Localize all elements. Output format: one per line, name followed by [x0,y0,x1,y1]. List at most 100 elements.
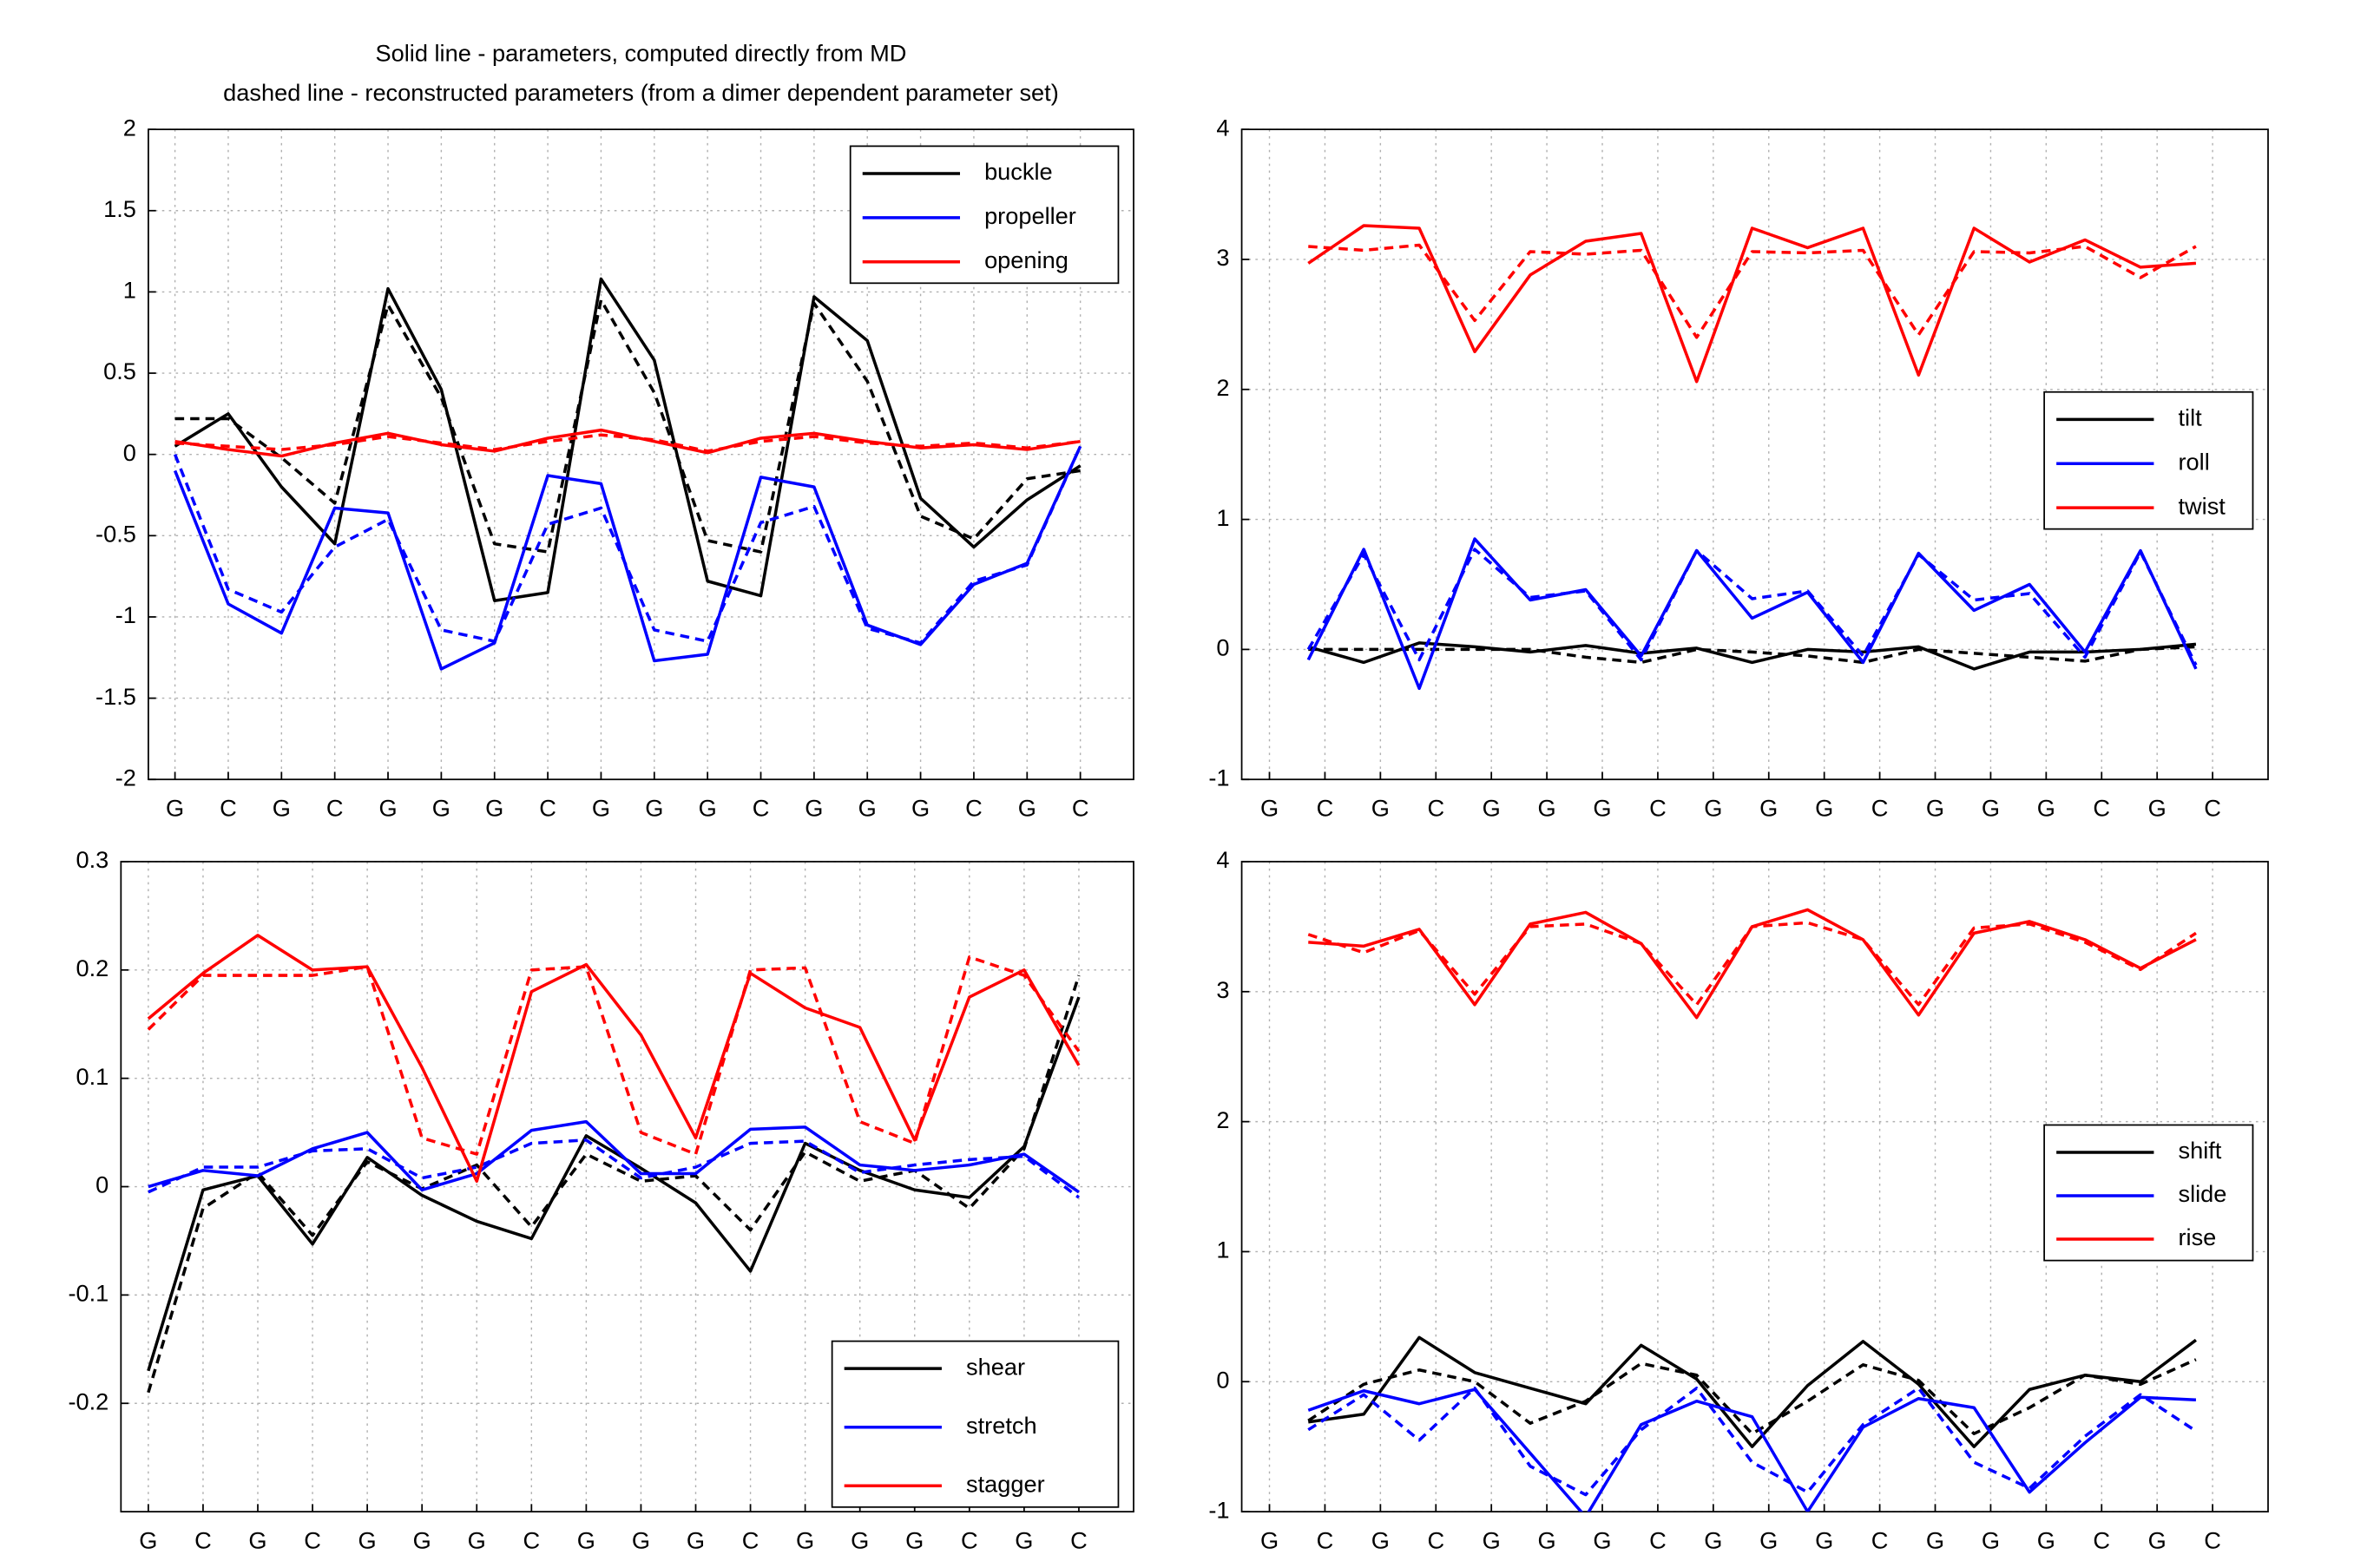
y-tick-label: -1.5 [95,683,136,710]
x-tick-label: C [220,795,237,822]
x-tick-label: G [139,1526,157,1553]
x-tick-label: C [1871,1526,1889,1553]
y-tick-label: 0 [1216,1366,1229,1393]
legend: shear stretch stagger [831,1340,1120,1508]
x-tick-label: G [248,1526,266,1553]
y-tick-label: 2 [123,114,136,141]
x-tick-label: G [2148,795,2167,822]
series-line [174,277,1082,602]
series-line [1307,641,2197,671]
x-tick-label: G [2037,795,2055,822]
y-tick-label: 1 [1216,504,1229,531]
x-tick-label: G [592,795,610,822]
x-tick-label: C [965,795,983,822]
x-tick-label: C [1317,1526,1334,1553]
legend-label: buckle [984,158,1053,185]
legend-label: twist [2178,492,2226,519]
axes: -1 0 1 2 3 4 G C G C G G G C G G G C G G G C G C [1208,846,2269,1553]
x-tick-label: C [523,1526,540,1553]
x-tick-label: G [1371,1526,1390,1553]
x-tick-label: C [1427,795,1444,822]
series-dashed-line [1307,1358,2197,1435]
series-line [148,1119,1080,1194]
x-tick-label: G [1593,795,1611,822]
y-tick-label: -1 [1208,1496,1229,1523]
y-tick-label: 3 [1216,244,1229,271]
x-tick-label: C [539,795,556,822]
y-tick-label: -0.1 [68,1280,108,1307]
series-dashed-line [1306,548,2198,666]
legend-label: tilt [2178,404,2202,431]
legend-label: stagger [966,1470,1045,1497]
x-tick-label: C [2204,795,2221,822]
lines [147,934,1081,1394]
x-tick-label: G [1015,1526,1033,1553]
legend-label: roll [2178,448,2209,475]
y-tick-label: -1 [115,601,136,628]
series-dashed-line [1307,921,2197,1007]
x-tick-label: G [413,1526,431,1553]
legend: buckle propeller opening [849,145,1120,285]
series-dashed-line [147,974,1081,1394]
chart-title: Solid line - parameters, computed direct… [375,39,906,66]
x-tick-label: C [326,795,344,822]
x-tick-label: G [687,1526,705,1553]
y-tick-label: 2 [1216,374,1229,401]
axes-frame [148,128,1134,781]
y-tick-label: 3 [1216,976,1229,1003]
x-tick-label: C [1649,795,1667,822]
legend-label: shift [2178,1137,2221,1164]
x-tick-label: G [1483,795,1501,822]
x-tick-label: G [485,795,503,822]
y-tick-label: 0 [95,1171,108,1198]
x-tick-label: G [905,1526,924,1553]
series-line [1307,1388,2197,1512]
x-tick-label: G [1815,1526,1833,1553]
x-tick-label: G [1759,795,1778,822]
x-tick-label: G [432,795,450,822]
y-tick-label: -0.2 [68,1388,108,1414]
legend: shift slide rise [2043,1124,2254,1262]
series-dashed-line [173,445,1082,645]
x-tick-label: G [1704,1526,1722,1553]
x-tick-label: G [911,795,930,822]
y-tick-label: 1 [123,277,136,304]
axes: -1 0 1 2 3 4 G C G C G G G C G G G C G G G C G C [1208,114,2269,822]
series-line [174,428,1081,458]
y-tick-label: 0.3 [76,846,109,873]
x-tick-label: C [1427,1526,1444,1553]
x-tick-label: G [2148,1526,2167,1553]
x-tick-label: G [1815,795,1833,822]
series-line [1308,1335,2197,1448]
x-tick-label: C [961,1526,978,1553]
axes: -2 -1.5 -1 -0.5 0 0.5 1 1.5 2 G C G C G G G C G G G C G G G C G C [95,114,1134,822]
x-tick-label: G [1018,795,1036,822]
lines [1307,908,2197,1512]
legend-label: slide [2178,1180,2226,1207]
x-tick-label: G [1926,795,1944,822]
y-tick-label: 0 [123,439,136,466]
x-tick-label: C [753,795,770,822]
x-tick-label: G [1371,795,1390,822]
y-tick-label: -1 [1208,764,1229,791]
series-dashed-line [1308,243,2197,339]
series-dashed-line [174,299,1081,554]
legend-label: shear [966,1353,1025,1380]
lines [173,277,1082,671]
x-tick-label: G [378,795,397,822]
x-tick-label: G [1260,1526,1279,1553]
y-tick-label: 4 [1216,114,1229,141]
x-tick-label: G [2037,1526,2055,1553]
axes-frame [1240,861,2269,1512]
legend-label: propeller [984,202,1076,229]
x-tick-label: G [273,795,291,822]
x-tick-label: G [805,795,823,822]
y-tick-label: 0.5 [103,358,136,384]
x-tick-label: G [1704,795,1722,822]
x-tick-label: C [2093,795,2110,822]
chart-subtitle: dashed line - reconstructed parameters (… [223,79,1059,106]
x-tick-label: G [166,795,184,822]
x-tick-label: G [468,1526,486,1553]
y-tick-label: 0.2 [76,955,109,981]
